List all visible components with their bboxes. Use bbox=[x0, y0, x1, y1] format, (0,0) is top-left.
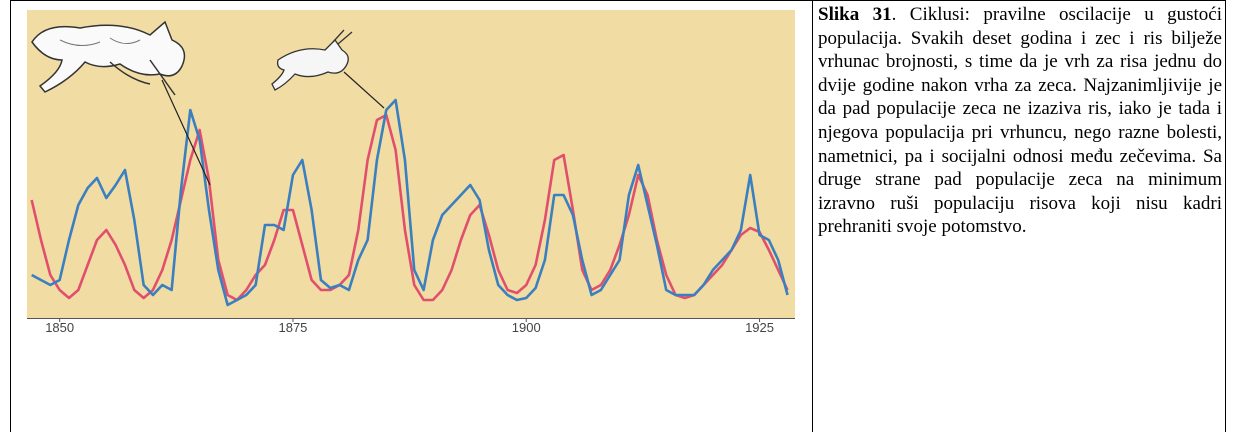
pointer-line bbox=[343, 71, 385, 109]
caption-label: Slika 31 bbox=[818, 4, 892, 25]
caption: Slika 31. Ciklusi: pravilne oscilacije u… bbox=[818, 3, 1222, 432]
caption-text: . Ciklusi: pravilne oscilacije u gustoći… bbox=[818, 4, 1222, 238]
series-line bbox=[30, 113, 789, 302]
lynx-illustration bbox=[31, 20, 186, 96]
plot: 1850 1875 1900 1925 bbox=[30, 98, 789, 335]
x-tick-label: 1850 bbox=[45, 320, 74, 335]
hare-illustration bbox=[271, 29, 353, 91]
series-line bbox=[31, 98, 789, 307]
x-tick-label: 1900 bbox=[512, 320, 541, 335]
pointer-line bbox=[161, 79, 211, 186]
x-tick-label: 1925 bbox=[745, 320, 774, 335]
x-tick-label: 1875 bbox=[278, 320, 307, 335]
